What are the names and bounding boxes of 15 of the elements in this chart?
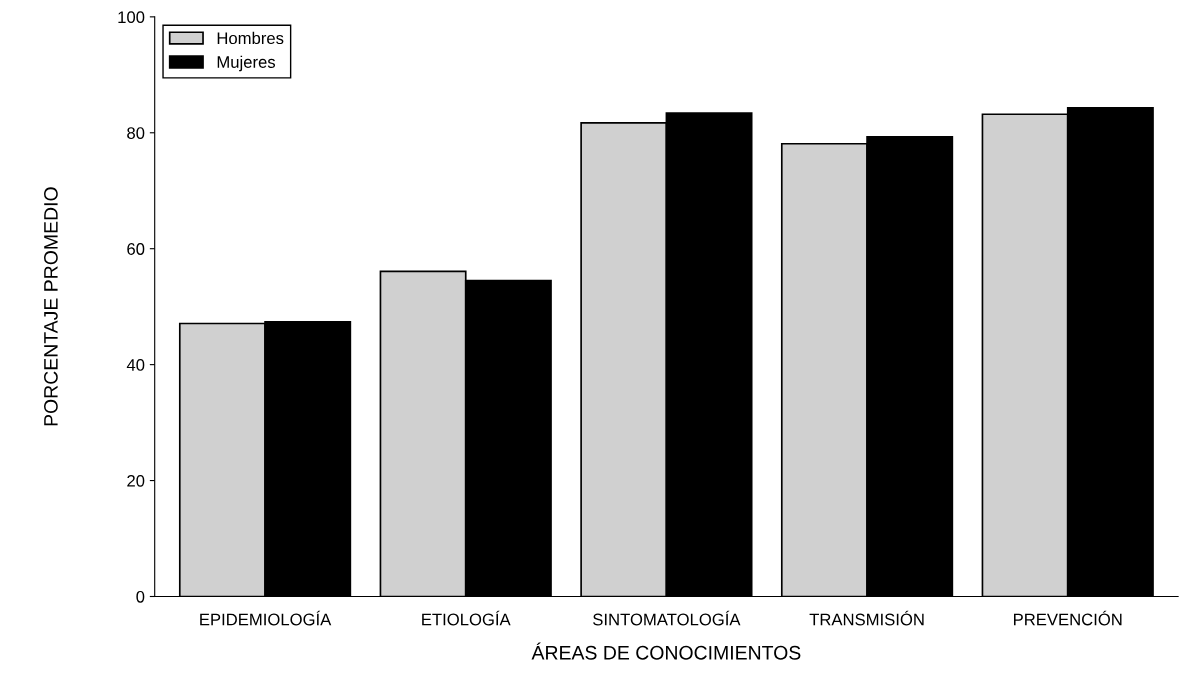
x-tick-label: TRANSMISIÓN [809, 610, 924, 626]
y-tick-label: 20 [127, 474, 145, 487]
legend-label: Mujeres [217, 55, 276, 72]
x-tick-label: EPIDEMIOLOGÍA [200, 610, 332, 626]
x-axis-title: ÁREAS DE CONOCIMIENTOS [531, 642, 801, 660]
y-tick-label: 40 [126, 359, 145, 371]
x-tick-label: ETIOLOGÍA [422, 610, 511, 626]
y-tick-label: 100 [118, 11, 145, 24]
x-tick-label: PREVENCIÓN [1014, 610, 1122, 626]
y-tick-label: 60 [127, 243, 145, 255]
y-tick-label: 80 [127, 127, 145, 139]
x-tick-label: SINTOMATOLOGÍA [593, 610, 741, 626]
legend-label: Hombres [217, 31, 284, 45]
y-tick-label: 0 [136, 590, 145, 603]
y-axis-title: PORCENTAJE PROMEDIO [44, 187, 58, 426]
